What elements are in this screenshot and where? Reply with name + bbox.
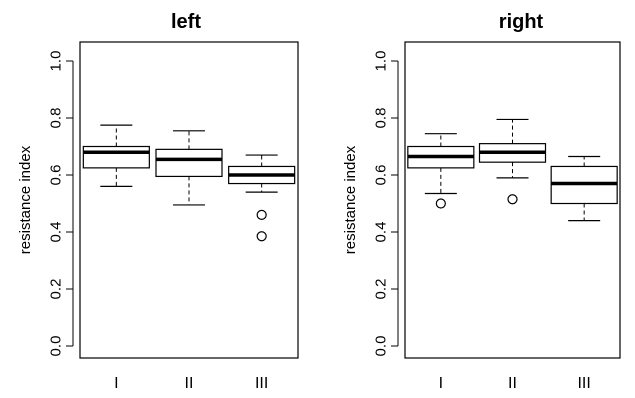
y-axis-label: resistance index bbox=[17, 145, 34, 254]
box-II bbox=[155, 130, 223, 206]
x-tick-label: II bbox=[508, 375, 517, 392]
x-tick-label: III bbox=[577, 375, 590, 392]
y-tick-label: 0.4 bbox=[48, 222, 65, 243]
y-tick-label: 0.6 bbox=[48, 165, 65, 186]
outlier-point bbox=[435, 198, 446, 209]
panel-title: right bbox=[499, 11, 544, 33]
box-body bbox=[155, 148, 223, 178]
y-axis-label: resistance index bbox=[342, 145, 359, 254]
plot-frame bbox=[404, 41, 621, 359]
outlier-point bbox=[256, 209, 267, 220]
box-I bbox=[82, 124, 150, 187]
panel-right: right resistance index 0.0 0.2 0.4 0.6 0.8 1.0 I… bbox=[342, 11, 621, 392]
x-tick-label: II bbox=[185, 375, 194, 392]
x-tick-label: I bbox=[439, 375, 443, 392]
x-tick-label: I bbox=[114, 375, 118, 392]
outlier-point bbox=[256, 231, 267, 242]
box-I bbox=[407, 133, 475, 209]
y-tick-label: 0.0 bbox=[373, 336, 390, 357]
y-tick-label: 0.8 bbox=[48, 108, 65, 129]
box-body bbox=[82, 145, 150, 169]
y-tick-label: 1.0 bbox=[373, 51, 390, 72]
y-tick-label: 0.8 bbox=[373, 108, 390, 129]
box-III bbox=[228, 154, 296, 242]
y-tick-label: 0.6 bbox=[373, 165, 390, 186]
box-II bbox=[478, 118, 547, 205]
box-III bbox=[550, 155, 618, 222]
y-tick-label: 1.0 bbox=[48, 51, 65, 72]
y-tick-label: 0.2 bbox=[373, 279, 390, 300]
y-tick-label: 0.2 bbox=[48, 279, 65, 300]
panel-title: left bbox=[171, 11, 201, 33]
y-tick-label: 0.4 bbox=[373, 222, 390, 243]
x-tick-label: III bbox=[255, 375, 268, 392]
plot-frame bbox=[79, 41, 299, 359]
y-tick-label: 0.0 bbox=[48, 336, 65, 357]
outlier-point bbox=[507, 194, 518, 205]
